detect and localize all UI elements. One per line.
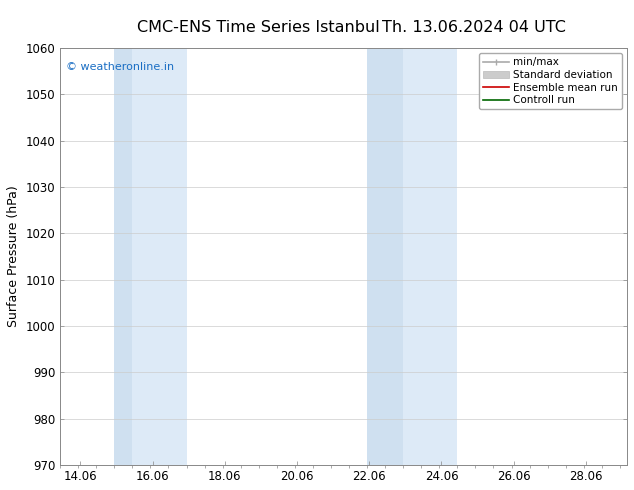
Text: Th. 13.06.2024 04 UTC: Th. 13.06.2024 04 UTC — [382, 21, 566, 35]
Bar — [114, 48, 133, 465]
Y-axis label: Surface Pressure (hPa): Surface Pressure (hPa) — [7, 186, 20, 327]
Bar — [403, 48, 457, 465]
Legend: min/max, Standard deviation, Ensemble mean run, Controll run: min/max, Standard deviation, Ensemble me… — [479, 53, 622, 109]
Text: © weatheronline.in: © weatheronline.in — [65, 62, 174, 72]
Bar — [367, 48, 403, 465]
Text: CMC-ENS Time Series Istanbul: CMC-ENS Time Series Istanbul — [137, 21, 380, 35]
Bar — [133, 48, 186, 465]
